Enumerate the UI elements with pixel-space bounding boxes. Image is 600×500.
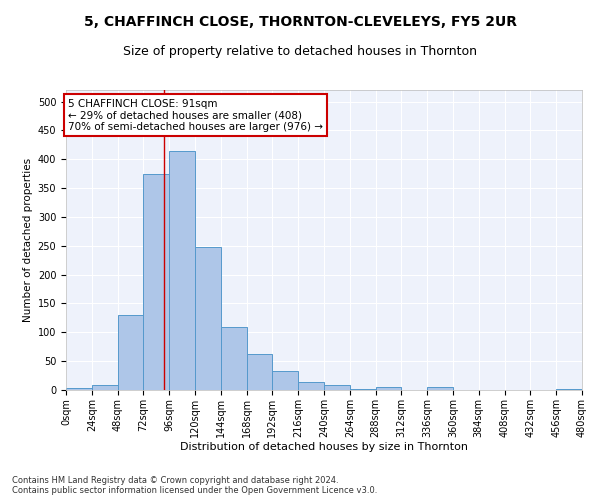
Bar [92,386,118,390]
Text: Contains HM Land Registry data © Crown copyright and database right 2024.
Contai: Contains HM Land Registry data © Crown c… [12,476,377,495]
Text: 5, CHAFFINCH CLOSE, THORNTON-CLEVELEYS, FY5 2UR: 5, CHAFFINCH CLOSE, THORNTON-CLEVELEYS, … [83,15,517,29]
Bar [556,389,582,390]
Bar [272,371,298,390]
Bar [298,382,324,390]
Bar [118,315,143,390]
Y-axis label: Number of detached properties: Number of detached properties [23,158,34,322]
Bar [143,174,169,390]
Bar [247,354,272,390]
Bar [324,386,350,390]
Bar [169,150,195,390]
Bar [376,386,401,390]
Bar [66,388,92,390]
X-axis label: Distribution of detached houses by size in Thornton: Distribution of detached houses by size … [180,442,468,452]
Text: Size of property relative to detached houses in Thornton: Size of property relative to detached ho… [123,45,477,58]
Text: 5 CHAFFINCH CLOSE: 91sqm
← 29% of detached houses are smaller (408)
70% of semi-: 5 CHAFFINCH CLOSE: 91sqm ← 29% of detach… [68,98,323,132]
Bar [195,248,221,390]
Bar [427,386,453,390]
Bar [221,326,247,390]
